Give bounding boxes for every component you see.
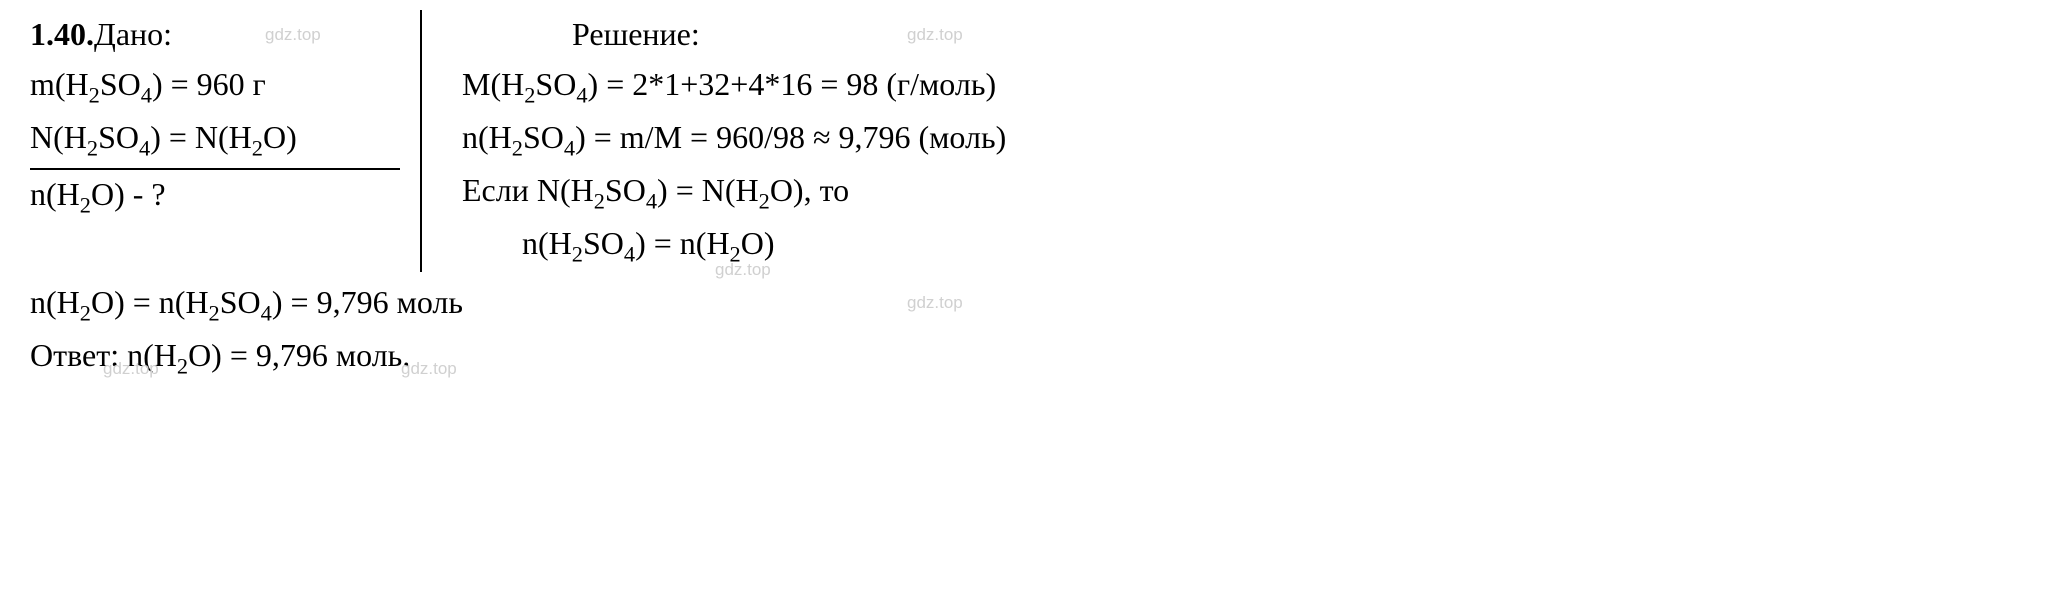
solution-line-2: n(H2SO4) = m/M = 960/98 ≈ 9,796 (моль) (462, 113, 2023, 166)
given-header-line: 1.40.Дано: (30, 10, 400, 60)
solution-line-4: n(H2SO4) = n(H2O) (522, 219, 2023, 272)
solution-line-1: M(H2SO4) = 2*1+32+4*16 = 98 (г/моль) (462, 60, 2023, 113)
solution-section: Решение: M(H2SO4) = 2*1+32+4*16 = 98 (г/… (422, 10, 2023, 272)
given-find: n(H2O) - ? (30, 170, 400, 223)
problem-content: gdz.top gdz.top gdz.top gdz.top gdz.top … (30, 10, 2023, 384)
solution-line-3: Если N(H2SO4) = N(H2O), то (462, 166, 2023, 219)
answer-line: Ответ: n(H2O) = 9,796 моль. (30, 331, 2023, 384)
given-line-2: N(H2SO4) = N(H2O) (30, 113, 400, 170)
bottom-section: n(H2O) = n(H2SO4) = 9,796 моль Ответ: n(… (30, 278, 2023, 384)
given-line-1: m(H2SO4) = 960 г (30, 60, 400, 113)
top-section: 1.40.Дано: m(H2SO4) = 960 г N(H2SO4) = N… (30, 10, 2023, 272)
problem-container: 1.40.Дано: m(H2SO4) = 960 г N(H2SO4) = N… (30, 10, 2023, 384)
solution-label: Решение: (572, 10, 2023, 60)
given-label: Дано: (94, 16, 172, 52)
given-section: 1.40.Дано: m(H2SO4) = 960 г N(H2SO4) = N… (30, 10, 420, 223)
problem-number: 1.40. (30, 16, 94, 52)
conclusion-line-1: n(H2O) = n(H2SO4) = 9,796 моль (30, 278, 2023, 331)
